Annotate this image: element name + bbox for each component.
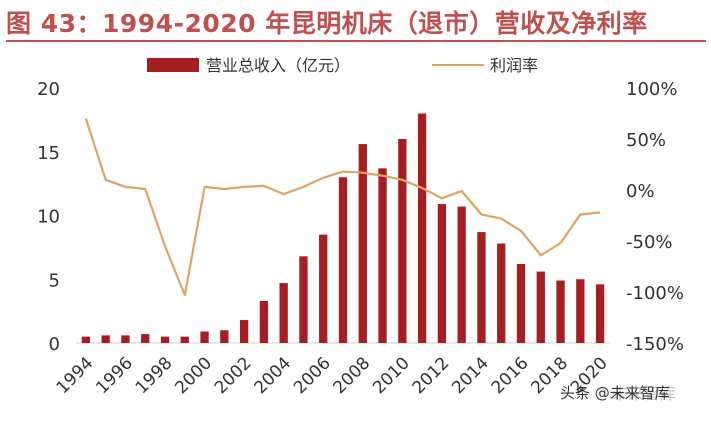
x-tick-label: 1998: [132, 353, 177, 398]
revenue-bar: [259, 300, 269, 343]
legend-label-margin: 利润率: [490, 56, 538, 75]
title-divider: [6, 40, 706, 42]
left-tick-label: 20: [37, 79, 60, 100]
revenue-bar: [536, 271, 545, 343]
right-tick-label: -100%: [626, 283, 684, 304]
revenue-bar: [121, 335, 130, 343]
x-tick-label: 1994: [53, 353, 98, 398]
right-tick-label: 0%: [626, 181, 655, 202]
revenue-bar: [81, 336, 91, 343]
revenue-bar: [279, 283, 288, 343]
x-tick-label: 2000: [171, 353, 216, 398]
net-margin-line: [84, 118, 601, 297]
legend-swatch-revenue: [147, 58, 199, 72]
x-axis: 1994199619982000200220042006200820102012…: [53, 353, 612, 398]
left-axis: 0 5 10 15 20: [37, 79, 60, 355]
watermark: 头条 @未来智库: [560, 384, 670, 402]
chart-title: 图 43：1994-2020 年昆明机床（退市）营收及净利率: [6, 9, 648, 38]
x-tick-label: 2006: [290, 353, 335, 398]
left-tick-label: 10: [37, 207, 60, 228]
revenue-bar: [319, 234, 328, 343]
revenue-bar: [398, 139, 407, 343]
right-tick-label: -150%: [626, 334, 684, 355]
x-tick-label: 2014: [448, 353, 493, 398]
x-tick-label: 2002: [211, 353, 256, 398]
revenue-bar: [299, 256, 308, 343]
x-tick-label: 2010: [369, 353, 414, 398]
revenue-bar: [101, 335, 110, 343]
right-tick-label: -50%: [626, 232, 673, 253]
x-tick-label: 2004: [250, 353, 295, 398]
x-tick-label: 1996: [92, 353, 137, 398]
x-tick-label: 2012: [409, 353, 454, 398]
revenue-bar: [576, 279, 585, 343]
revenue-bar: [497, 243, 506, 343]
legend: 营业总收入（亿元） 利润率: [147, 56, 538, 75]
right-tick-label: 100%: [626, 79, 677, 100]
watermark-shadow: 未来智库: [612, 384, 677, 403]
revenue-bar: [338, 177, 348, 343]
revenue-bar: [417, 113, 427, 343]
revenue-bar: [516, 263, 526, 343]
revenue-bar: [358, 144, 367, 343]
right-tick-label: 50%: [626, 130, 666, 151]
revenue-bar: [556, 280, 565, 343]
revenue-bars: [81, 113, 605, 343]
left-tick-label: 0: [49, 334, 60, 355]
revenue-bar: [239, 320, 249, 343]
revenue-bar: [378, 168, 387, 343]
revenue-bar: [437, 204, 447, 343]
revenue-bar: [457, 206, 466, 343]
revenue-bar: [477, 232, 486, 343]
x-tick-label: 2016: [488, 353, 533, 398]
right-axis: -150% -100% -50% 0% 50% 100%: [626, 79, 684, 355]
revenue-bar: [180, 336, 189, 343]
revenue-bar: [160, 336, 170, 343]
revenue-bar: [220, 330, 229, 343]
revenue-bar: [141, 334, 150, 343]
left-tick-label: 15: [37, 143, 60, 164]
x-tick-label: 2008: [330, 353, 375, 398]
left-tick-label: 5: [49, 270, 60, 291]
legend-label-revenue: 营业总收入（亿元）: [206, 56, 350, 75]
revenue-bar: [595, 284, 605, 343]
revenue-bar: [200, 331, 209, 343]
